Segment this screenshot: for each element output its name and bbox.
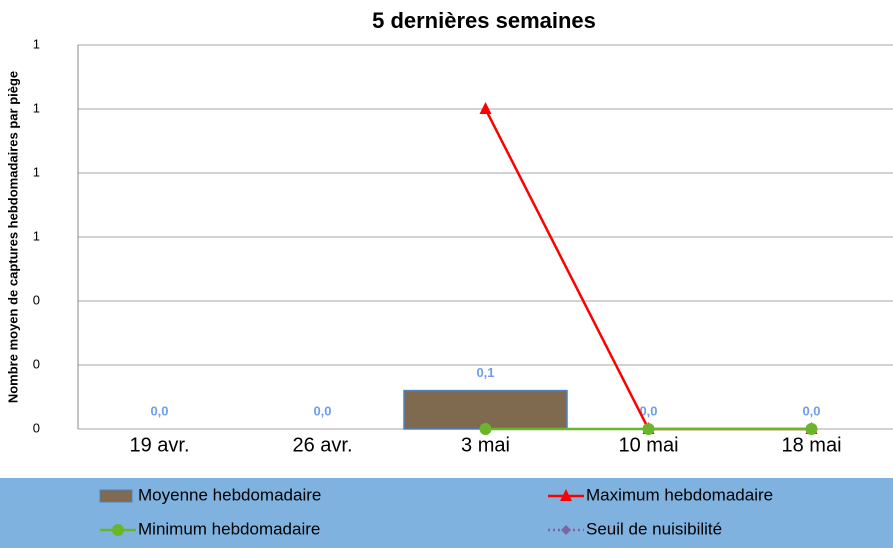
series-line <box>486 109 812 429</box>
y-tick-label: 1 <box>33 228 40 243</box>
point <box>480 423 492 435</box>
page: 5 dernières semaines Nombre moyen de cap… <box>0 0 893 548</box>
x-tick-label: 26 avr. <box>292 434 352 456</box>
legend-label: Seuil de nuisibilité <box>586 519 722 538</box>
chart: 5 dernières semaines Nombre moyen de cap… <box>0 0 893 548</box>
x-tick-label: 10 mai <box>618 434 678 456</box>
legend-label: Minimum hebdomadaire <box>138 519 320 538</box>
legend-label: Moyenne hebdomadaire <box>138 485 321 504</box>
point <box>806 423 818 435</box>
data-label: 0,0 <box>313 403 331 418</box>
legend-swatch <box>100 490 132 502</box>
x-tick-label: 3 mai <box>461 434 510 456</box>
y-tick-label: 1 <box>33 164 40 179</box>
data-label: 0,0 <box>150 403 168 418</box>
y-tick-label: 1 <box>33 100 40 115</box>
y-tick-label: 0 <box>33 356 40 371</box>
point <box>643 423 655 435</box>
y-tick-label: 0 <box>33 292 40 307</box>
data-label: 0,0 <box>802 403 820 418</box>
y-tick-label: 0 <box>33 420 40 435</box>
data-label: 0,1 <box>476 365 494 380</box>
point <box>480 102 492 114</box>
legend-marker <box>112 524 124 536</box>
y-axis-label: Nombre moyen de captures hebdomadaires p… <box>5 71 20 403</box>
chart-title: 5 dernières semaines <box>372 8 596 33</box>
legend-label: Maximum hebdomadaire <box>586 485 773 504</box>
x-tick-label: 19 avr. <box>129 434 189 456</box>
y-tick-label: 1 <box>33 36 40 51</box>
x-tick-label: 18 mai <box>781 434 841 456</box>
